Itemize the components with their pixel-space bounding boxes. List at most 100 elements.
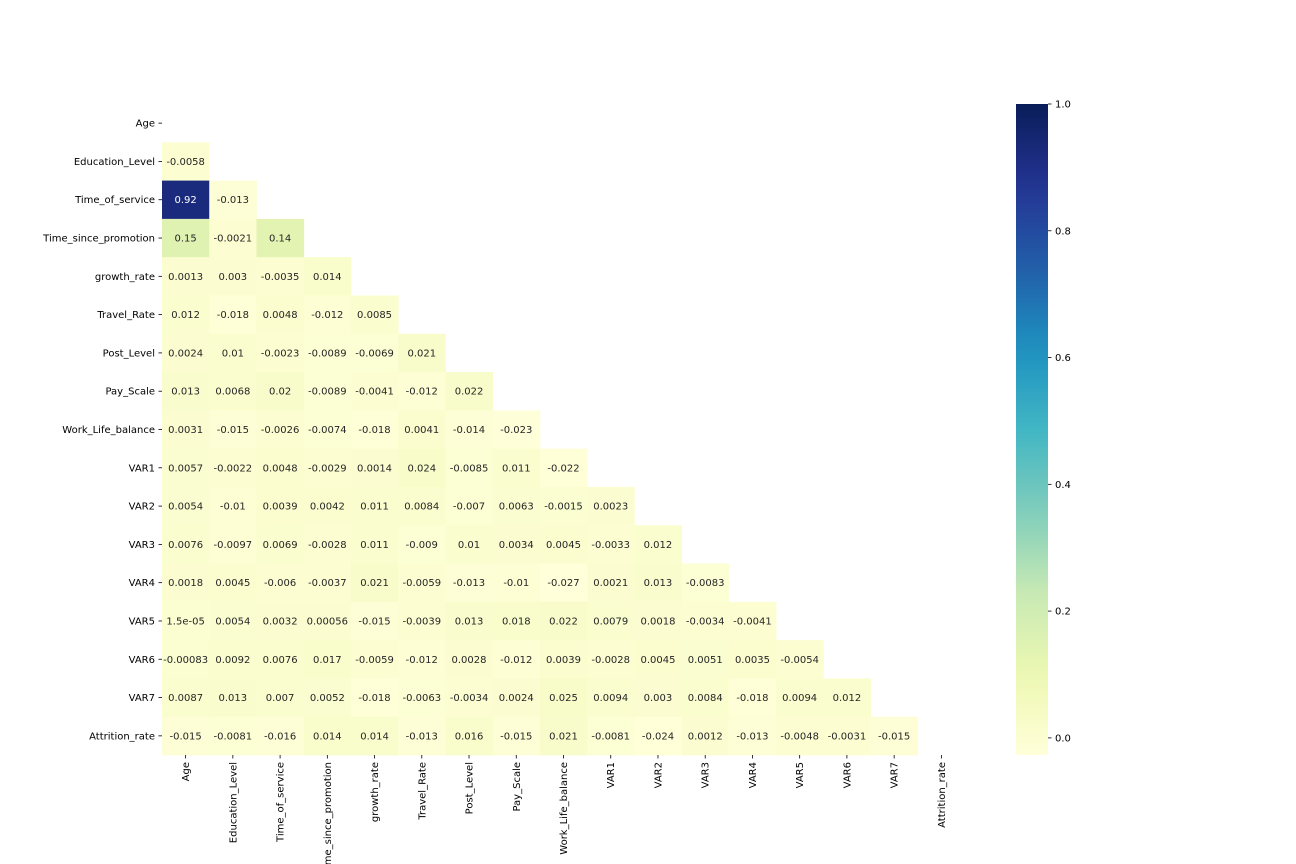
cell-value-label: -0.0089 xyxy=(308,348,347,359)
cell-value-label: -0.0023 xyxy=(261,348,300,359)
y-tick-label: Work_Life_balance xyxy=(62,425,155,436)
heatmap-cell xyxy=(587,525,635,564)
heatmap-cell xyxy=(398,448,446,488)
cell-value-label: -0.0085 xyxy=(450,463,489,474)
cell-value-label: 0.0076 xyxy=(263,655,298,666)
heatmap-cell xyxy=(350,486,399,526)
heatmap-cell xyxy=(492,486,541,526)
heatmap-cell xyxy=(350,563,399,603)
heatmap-cell xyxy=(162,563,210,603)
heatmap-cell xyxy=(256,372,305,411)
cell-value-label: -0.0034 xyxy=(686,616,725,627)
heatmap-cell xyxy=(445,410,494,450)
cell-value-label: 0.0079 xyxy=(593,616,628,627)
heatmap-cell xyxy=(492,601,541,641)
cell-value-label: -0.015 xyxy=(500,731,532,742)
heatmap-cell xyxy=(303,333,352,373)
heatmap-cell xyxy=(492,448,541,488)
cell-value-label: 0.013 xyxy=(455,616,484,627)
heatmap-cell xyxy=(870,716,919,756)
cell-value-label: -0.0028 xyxy=(591,655,630,666)
cell-value-label: -0.018 xyxy=(358,425,390,436)
cell-value-label: 0.0076 xyxy=(168,540,203,551)
cell-value-label: -0.0022 xyxy=(214,463,253,474)
cell-value-label: 0.0094 xyxy=(593,693,628,704)
heatmap-cell xyxy=(539,716,588,756)
cell-value-label: 0.0013 xyxy=(168,272,203,283)
cell-value-label: -0.01 xyxy=(503,578,529,589)
heatmap-cell xyxy=(209,601,257,641)
y-tick-label: VAR1 xyxy=(129,463,155,474)
cell-value-label: -0.018 xyxy=(358,693,390,704)
cell-value-label: 0.0069 xyxy=(263,540,298,551)
y-tick-label: VAR7 xyxy=(129,693,155,704)
heatmap-cell xyxy=(162,448,210,488)
heatmap-cell xyxy=(492,563,541,603)
heatmap-cell xyxy=(350,601,399,641)
cell-value-label: 0.0041 xyxy=(404,425,439,436)
cell-value-label: 0.012 xyxy=(644,540,673,551)
heatmap-cell xyxy=(209,410,257,450)
cell-value-label: 0.0031 xyxy=(168,425,203,436)
heatmap-cell xyxy=(445,563,494,603)
y-tick-label: VAR3 xyxy=(129,540,155,551)
colorbar-tick-label: 0.8 xyxy=(1055,226,1071,237)
y-tick-label: VAR2 xyxy=(129,502,155,513)
heatmap-cells xyxy=(162,142,919,756)
heatmap-cell xyxy=(539,486,588,526)
heatmap-cell xyxy=(398,372,446,411)
x-tick-label: Time_since_promotion xyxy=(323,762,334,864)
cell-value-label: 0.0021 xyxy=(593,578,628,589)
heatmap-cell xyxy=(162,180,210,220)
heatmap-cell xyxy=(256,410,305,450)
cell-value-label: -0.0081 xyxy=(214,731,253,742)
heatmap-cell xyxy=(303,295,352,335)
x-tick-label: VAR5 xyxy=(795,762,806,788)
cell-value-label: 0.0018 xyxy=(168,578,203,589)
heatmap-cell xyxy=(162,295,210,335)
x-tick-label: VAR2 xyxy=(653,762,664,788)
heatmap-cell xyxy=(728,678,777,718)
cell-value-label: -0.023 xyxy=(500,425,532,436)
cell-value-label: -0.015 xyxy=(358,616,390,627)
cell-value-label: -0.018 xyxy=(217,310,249,321)
cell-value-label: -0.006 xyxy=(264,578,296,589)
heatmap-cell xyxy=(162,678,210,718)
heatmap-cell xyxy=(681,640,730,679)
colorbar-tick-label: 0.4 xyxy=(1055,480,1071,491)
heatmap-cell xyxy=(303,525,352,564)
cell-value-label: -0.013 xyxy=(453,578,485,589)
heatmap-cell xyxy=(303,563,352,603)
cell-value-label: -0.0089 xyxy=(308,387,347,398)
x-tick-label: Travel_Rate xyxy=(417,762,428,821)
heatmap-cell xyxy=(634,640,682,679)
heatmap-cell xyxy=(350,716,399,756)
cell-value-label: 0.0084 xyxy=(404,502,439,513)
heatmap-cell xyxy=(634,716,682,756)
heatmap-cell xyxy=(162,218,210,258)
heatmap-cell xyxy=(445,601,494,641)
heatmap-cell xyxy=(398,410,446,450)
heatmap-cell xyxy=(162,486,210,526)
cell-value-label: 0.0051 xyxy=(688,655,723,666)
x-tick-label: Attrition_rate xyxy=(937,762,948,828)
heatmap-cell xyxy=(256,448,305,488)
cell-value-label: -0.015 xyxy=(169,731,201,742)
cell-value-label: 0.0042 xyxy=(310,502,345,513)
x-tick-label: growth_rate xyxy=(370,762,381,822)
cell-value-label: 0.0034 xyxy=(499,540,534,551)
heatmap-cell xyxy=(256,640,305,679)
heatmap-cell xyxy=(539,563,588,603)
heatmap-cell xyxy=(303,678,352,718)
cell-value-label: 0.0032 xyxy=(263,616,298,627)
cell-value-label: -0.007 xyxy=(453,502,485,513)
cell-value-label: -0.012 xyxy=(500,655,532,666)
cell-value-label: -0.013 xyxy=(736,731,768,742)
heatmap-cell xyxy=(445,640,494,679)
cell-value-label: 0.0085 xyxy=(357,310,392,321)
heatmap-cell xyxy=(539,525,588,564)
cell-value-label: 0.011 xyxy=(360,540,389,551)
cell-value-label: 1.5e-05 xyxy=(166,616,204,627)
cell-value-label: 0.016 xyxy=(455,731,484,742)
cell-value-label: -0.0059 xyxy=(402,578,441,589)
